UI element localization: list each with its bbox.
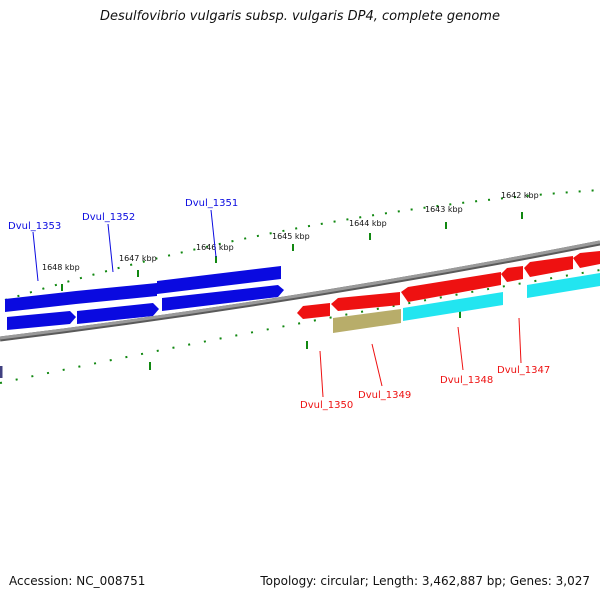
leader-line [371, 343, 383, 387]
leader-line [210, 209, 217, 258]
gene-label[interactable]: Dvul_1352 [82, 212, 135, 223]
scale-label: 1645 kbp [272, 232, 310, 241]
accession-text: Accession: NC_008751 [9, 574, 146, 588]
leader-line [319, 350, 324, 398]
gene-label[interactable]: Dvul_1350 [300, 400, 353, 411]
outer-scale-dotted-line [4, 189, 600, 301]
gene-Dvul_1347[interactable] [524, 256, 573, 277]
leader-line [457, 326, 464, 371]
scale-label: 1642 kbp [501, 191, 539, 200]
gene-forward-inner[interactable] [7, 311, 76, 330]
gene-label[interactable]: Dvul_1349 [358, 390, 411, 401]
backbone-line [0, 240, 600, 340]
gene-label[interactable]: Dvul_1348 [440, 375, 493, 386]
gene-label[interactable]: Dvul_1351 [185, 198, 238, 209]
scale-label: 1648 kbp [42, 263, 80, 272]
leader-line [32, 231, 39, 282]
forward-strand-genes [5, 266, 284, 330]
gene-reverse-4[interactable] [573, 251, 600, 268]
outer-major-ticks [61, 212, 523, 291]
gene-Dvul_1348[interactable] [403, 292, 503, 321]
gene-rna-right[interactable] [527, 273, 600, 298]
scale-label: 1643 kbp [425, 205, 463, 214]
gene-reverse-3[interactable] [501, 266, 523, 282]
genome-stats-text: Topology: circular; Length: 3,462,887 bp… [260, 574, 590, 588]
reverse-label-leaders [319, 317, 522, 398]
gene-Dvul_1350[interactable] [297, 303, 330, 319]
leader-line [107, 223, 114, 273]
gene-Dvul_1353-outer[interactable] [5, 291, 76, 312]
reverse-strand-genes [297, 251, 600, 333]
gene-forward-inner[interactable] [162, 285, 284, 311]
map-title: Desulfovibrio vulgaris subsp. vulgaris D… [100, 9, 500, 24]
forward-gene-labels: Dvul_1353 Dvul_1352 Dvul_1351 [8, 198, 238, 232]
reverse-gene-labels: Dvul_1350 Dvul_1349 Dvul_1348 Dvul_1347 [300, 365, 550, 411]
gene-Dvul_1352-outer[interactable] [76, 283, 157, 304]
gene-reverse-1[interactable] [331, 292, 400, 311]
gene-reverse-2[interactable] [401, 272, 501, 302]
genome-backbone [0, 240, 600, 342]
scale-label: 1647 kbp [119, 254, 157, 263]
forward-label-leaders [32, 209, 217, 282]
inner-scale-ring [0, 269, 600, 384]
leader-line [518, 317, 522, 364]
gene-label[interactable]: Dvul_1353 [8, 221, 61, 232]
inner-scale-dotted-line [0, 269, 600, 384]
outer-scale-ring [4, 189, 600, 301]
gene-forward-inner[interactable] [77, 303, 159, 324]
gene-label[interactable]: Dvul_1347 [497, 365, 550, 376]
scale-label: 1644 kbp [349, 219, 387, 228]
gene-Dvul_1351-outer[interactable] [157, 266, 281, 294]
gene-Dvul_1349[interactable] [333, 309, 401, 333]
